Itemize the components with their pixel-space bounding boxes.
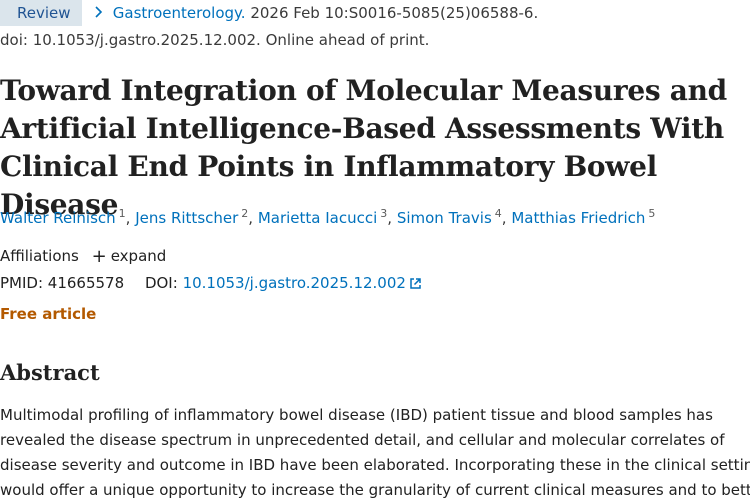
author-list: Walter Reinisch 1, Jens Rittscher 2, Marie… [0, 207, 655, 227]
doi-label: DOI: [144, 274, 178, 292]
journal-citation: Gastroenterology. 2026 Feb 10:S0016-5085… [94, 0, 538, 26]
author-separator: , [248, 209, 258, 227]
chevron-right-icon[interactable] [94, 4, 109, 22]
abstract-text: Multimodal profiling of inflammatory bow… [0, 403, 750, 503]
plus-icon: + [91, 246, 107, 267]
abstract-line: disease severity and outcome in IBD have… [0, 456, 750, 474]
author-link[interactable]: Jens Rittscher [135, 209, 239, 227]
author-affiliation-number[interactable]: 2 [241, 207, 249, 220]
author-affiliation-number[interactable]: 5 [648, 207, 656, 220]
expand-label: expand [110, 247, 167, 265]
abstract-line: Multimodal profiling of inflammatory bow… [0, 406, 713, 424]
article-title: Toward Integration of Molecular Measures… [0, 74, 727, 221]
pmid-value: 41665578 [47, 274, 125, 292]
abstract-line: would offer a unique opportunity to incr… [0, 481, 750, 499]
doi-value[interactable]: 10.1053/j.gastro.2025.12.002 [182, 274, 406, 292]
author-link[interactable]: Walter Reinisch [0, 209, 116, 227]
author-affiliation-number[interactable]: 1 [118, 207, 126, 220]
author-separator: , [501, 209, 512, 227]
author-link[interactable]: Simon Travis [396, 209, 492, 227]
external-link-icon[interactable] [409, 276, 422, 294]
affiliations-row: Affiliations + expand [0, 246, 166, 267]
doi-link[interactable]: 10.1053/j.gastro.2025.12.002 [183, 274, 422, 292]
affiliations-label: Affiliations [0, 247, 79, 265]
author-link[interactable]: Marietta Iacucci [257, 209, 378, 227]
author-separator: , [125, 209, 136, 227]
abstract-line: revealed the disease spectrum in unprece… [0, 431, 725, 449]
author-affiliation-number[interactable]: 4 [494, 207, 502, 220]
article-type-badge: Review [0, 0, 82, 26]
identifiers-row: PMID: 41665578 DOI: 10.1053/j.gastro.202… [0, 274, 422, 294]
expand-affiliations-button[interactable]: + expand [91, 246, 167, 267]
author-affiliation-number[interactable]: 3 [380, 207, 388, 220]
abstract-heading: Abstract [0, 360, 100, 385]
author-separator: , [387, 209, 397, 227]
journal-link[interactable]: Gastroenterology. [112, 4, 246, 22]
author-link[interactable]: Matthias Friedrich [511, 209, 646, 227]
pmid-label: PMID: [0, 274, 44, 292]
doi-line: doi: 10.1053/j.gastro.2025.12.002. Onlin… [0, 31, 430, 49]
citation-details: 2026 Feb 10:S0016-5085(25)06588-6. [245, 4, 539, 22]
citation-bar: Review Gastroenterology. 2026 Feb 10:S00… [0, 0, 750, 26]
free-article-label: Free article [0, 305, 97, 323]
